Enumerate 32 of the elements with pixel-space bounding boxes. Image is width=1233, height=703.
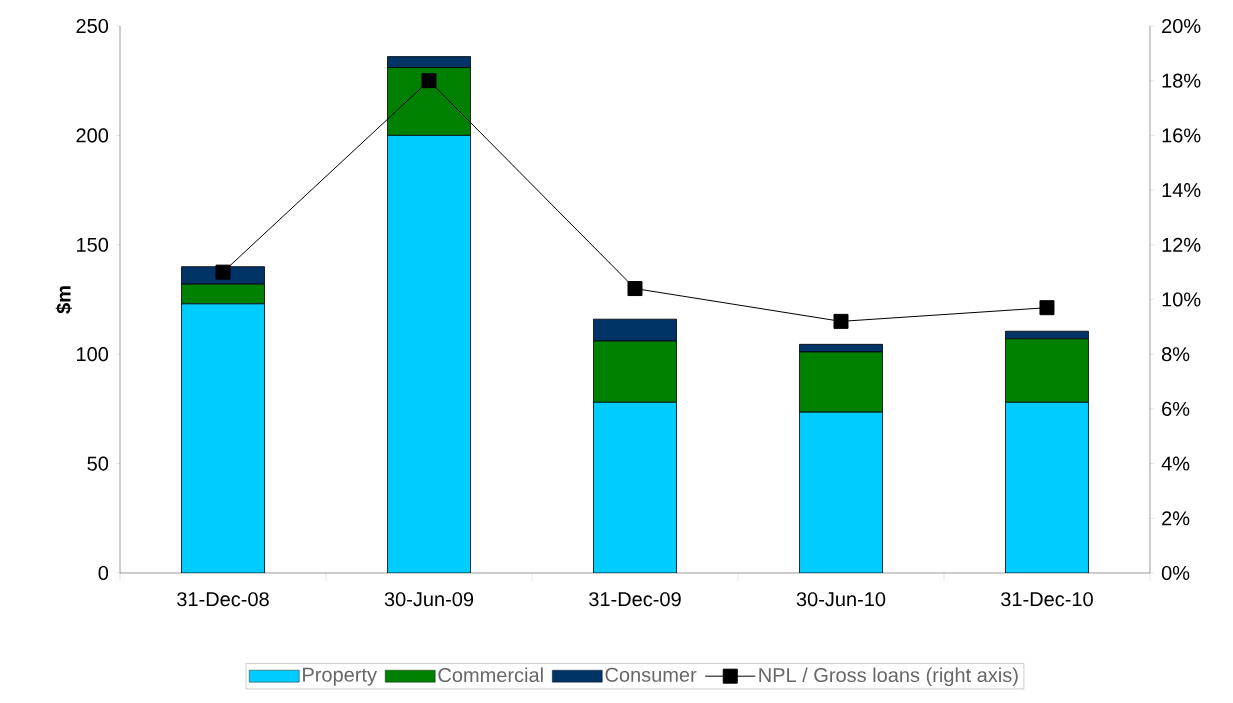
y2-tick-label: 6% xyxy=(1162,401,1190,416)
y2-tick-label: 20% xyxy=(1162,18,1201,34)
point xyxy=(215,264,231,280)
point xyxy=(421,73,437,89)
y-tick-label: 50 xyxy=(87,456,109,471)
point xyxy=(627,281,643,297)
y2-tick-label: 12% xyxy=(1162,237,1201,252)
legend-label: Commercial xyxy=(438,667,543,683)
y2-tick-label: 10% xyxy=(1162,292,1201,307)
y-axis-title: $m xyxy=(55,286,72,314)
point xyxy=(833,313,849,329)
legend-label: NPL / Gross loans (right axis) xyxy=(759,667,1018,687)
x-tick-label: 31-Dec-09 xyxy=(589,592,681,607)
y-tick-label: 100 xyxy=(77,347,109,362)
y-tick-label: 150 xyxy=(77,237,109,252)
y2-tick-label: 16% xyxy=(1162,128,1201,143)
x-tick-label: 31-Dec-10 xyxy=(1001,592,1093,607)
x-tick-label: 30-Jun-10 xyxy=(796,592,886,607)
x-tick-label: 31-Dec-08 xyxy=(177,592,269,607)
y2-tick-label: 8% xyxy=(1161,347,1190,362)
y2-tick-label: 2% xyxy=(1162,511,1190,526)
y2-tick-label: 18% xyxy=(1162,73,1201,88)
y2-tick-label: 0% xyxy=(1161,565,1190,581)
legend-label: Consumer xyxy=(605,667,697,682)
legend-label: Property xyxy=(303,667,377,686)
x-tick-label: 30-Jun-09 xyxy=(384,592,474,607)
y-tick-label: 0 xyxy=(98,565,109,581)
y2-tick-label: 14% xyxy=(1162,183,1201,198)
point xyxy=(1039,300,1055,316)
y-tick-label: 250 xyxy=(76,18,109,34)
y-tick-label: 200 xyxy=(76,128,109,143)
y2-tick-label: 4% xyxy=(1161,456,1190,471)
